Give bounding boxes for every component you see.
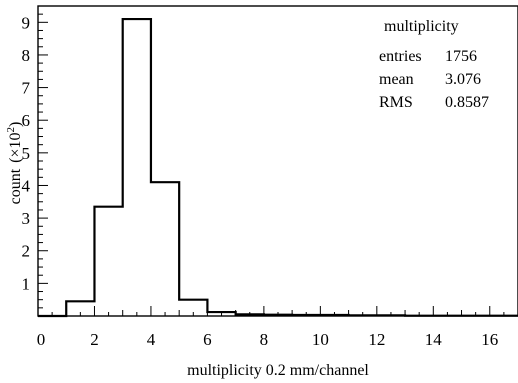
stats-mean-value: 3.076: [445, 71, 481, 88]
y-tick-label: 9: [22, 13, 31, 32]
x-tick-label: 14: [425, 330, 443, 349]
stats-title: multiplicity: [384, 18, 459, 35]
x-tick-label: 6: [203, 330, 212, 349]
x-tick-label: 16: [481, 330, 498, 349]
histogram-series: [38, 17, 518, 318]
y-tick-label: 4: [22, 176, 31, 195]
stats-rms-label: RMS: [379, 94, 413, 111]
x-tick-label: 2: [90, 330, 99, 349]
stats-rms-value: 0.8587: [445, 94, 489, 111]
x-tick-label: 8: [260, 330, 269, 349]
x-tick-label: 10: [312, 330, 329, 349]
y-axis-label-unit: (×10: [7, 132, 24, 162]
stats-entries-label: entries: [379, 48, 422, 65]
x-tick-label: 4: [147, 330, 156, 349]
stats-entries-value: 1756: [445, 48, 477, 65]
y-axis-label-main: count: [7, 168, 24, 204]
y-tick-label: 3: [22, 209, 31, 228]
y-tick-label: 1: [22, 274, 31, 293]
x-tick-label: 12: [368, 330, 385, 349]
y-axis-label-exp: 2: [5, 127, 17, 133]
y-axis-label-close: ): [7, 122, 24, 127]
y-tick-label: 8: [22, 46, 31, 65]
stats-mean-label: mean: [379, 71, 414, 88]
y-tick-label: 5: [22, 144, 31, 163]
x-axis-label: multiplicity 0.2 mm/channel: [187, 362, 369, 379]
stats-box: multiplicity entries 1756 mean 3.076 RMS…: [379, 18, 489, 111]
y-tick-label: 2: [22, 242, 31, 261]
y-tick-label: 7: [22, 79, 31, 98]
x-tick-label: 0: [37, 330, 46, 349]
y-axis-label: count (×102): [5, 122, 24, 205]
y-tick-label: 6: [22, 111, 31, 130]
